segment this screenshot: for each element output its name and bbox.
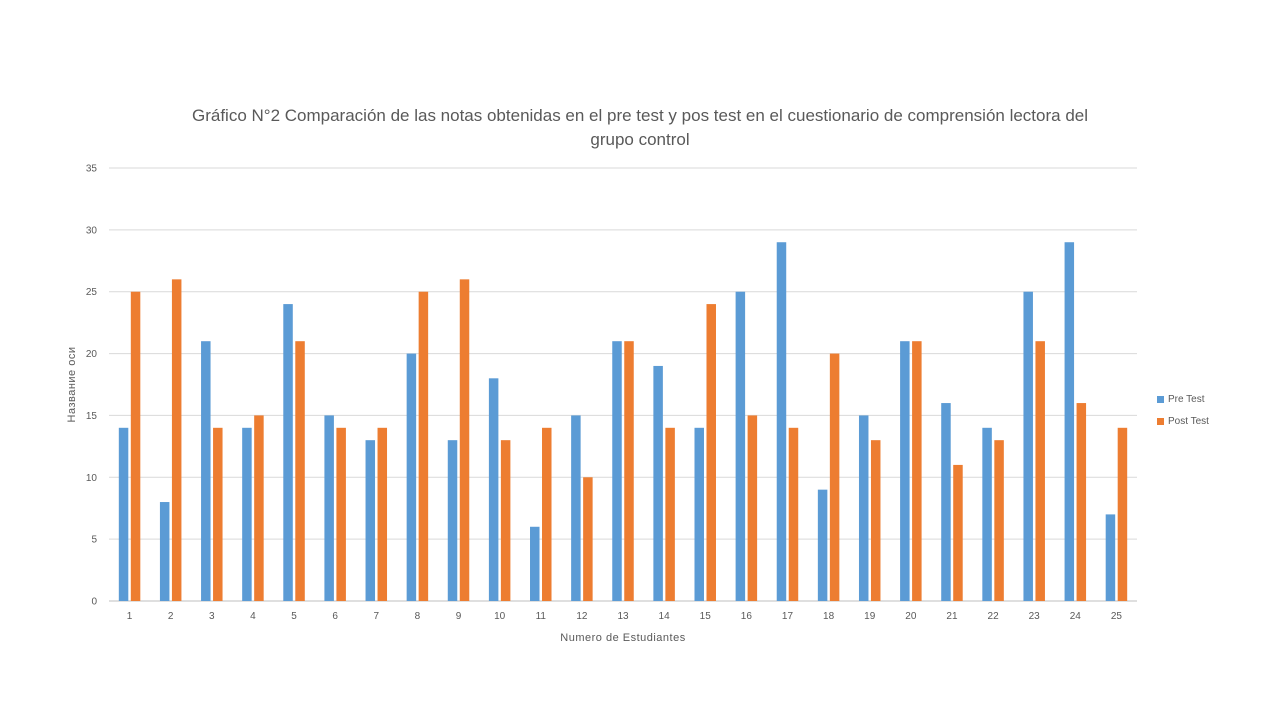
bar-pre-test [571,415,581,601]
x-tick-label: 18 [823,611,835,622]
legend-item-post-test[interactable]: Post Test [1157,410,1209,432]
bar-post-test [1076,403,1087,601]
bar-post-test [665,427,675,601]
bar-post-test [418,291,429,601]
bar-post-test [870,440,881,601]
y-tick-label: 35 [86,164,98,175]
bar-post-test [747,415,758,601]
bar-pre-test [1064,242,1075,601]
bar-pre-test [447,440,458,601]
y-tick-label: 0 [91,597,97,608]
y-tick-label: 30 [86,225,98,236]
bar-post-test [706,304,716,601]
legend: Pre Test Post Test [1157,388,1209,432]
bar-post-test [912,341,922,601]
bar-post-test [254,415,264,601]
legend-label-pre-test: Pre Test [1168,393,1205,405]
bar-post-test [829,353,840,601]
bar-pre-test [694,427,704,601]
bar-pre-test [365,440,376,601]
y-tick-label: 5 [91,535,97,546]
bar-pre-test [900,341,910,601]
bar-pre-test [1105,514,1116,601]
bar-pre-test [653,365,663,601]
bar-pre-test [735,291,746,601]
bar-post-test [788,427,799,601]
legend-swatch-pre-test [1157,395,1164,403]
bar-pre-test [406,353,417,601]
bar-pre-test [159,502,170,601]
bar-post-test [1117,427,1128,601]
legend-swatch-post-test [1157,417,1164,425]
x-tick-label: 11 [536,611,547,622]
x-tick-label: 21 [946,611,958,622]
x-tick-label: 20 [905,611,917,622]
bar-pre-test [324,415,334,601]
bar-pre-test [982,427,992,601]
x-tick-label: 16 [741,611,753,622]
x-tick-label: 1 [127,611,133,622]
bar-post-test [130,291,141,601]
bar-post-test [953,464,963,601]
x-tick-label: 3 [209,611,215,622]
y-tick-label: 25 [86,287,98,298]
bar-pre-test [118,427,129,601]
y-tick-label: 15 [86,411,98,422]
x-tick-label: 13 [617,611,629,622]
bar-pre-test [242,427,252,601]
x-axis-title: Numero de Estudiantes [560,632,685,644]
x-tick-label: 17 [782,611,794,622]
x-tick-label: 6 [332,611,338,622]
bar-post-test [295,341,305,601]
legend-label-post-test: Post Test [1168,415,1209,427]
x-tick-label: 8 [415,611,421,622]
bar-post-test [500,440,511,601]
bar-pre-test [858,415,869,601]
x-tick-label: 25 [1111,611,1123,622]
bar-pre-test [1023,291,1033,601]
x-tick-label: 10 [494,611,506,622]
chart-title-line-1: Gráfico N°2 Comparación de las notas obt… [191,106,1089,125]
legend-item-pre-test[interactable]: Pre Test [1157,388,1209,410]
x-tick-label: 19 [864,611,876,622]
y-tick-label: 20 [86,349,98,360]
x-tick-label: 9 [456,611,462,622]
x-tick-label: 23 [1029,611,1041,622]
bar-pre-test [612,341,622,601]
x-tick-label: 15 [700,611,712,622]
bar-post-test [583,477,593,601]
bar-pre-test [530,526,540,601]
bar-post-test [171,279,182,601]
x-tick-label: 2 [168,611,174,622]
x-tick-label: 22 [988,611,1000,622]
bar-post-test [1035,341,1045,601]
bar-pre-test [817,489,828,601]
x-tick-label: 24 [1070,611,1082,622]
bar-pre-test [776,242,787,601]
x-tick-label: 5 [291,611,297,622]
bar-post-test [213,427,223,601]
x-tick-label: 12 [576,611,588,622]
bar-pre-test [283,304,293,601]
y-axis-title: Название оси [66,347,78,423]
bar-pre-test [488,378,499,601]
chart-title-line-2: grupo control [590,130,690,149]
bar-post-test [377,427,388,601]
bar-post-test [336,427,346,601]
bar-post-test [624,341,634,601]
bar-pre-test [941,403,951,601]
x-tick-label: 7 [373,611,379,622]
chart-title: Gráfico N°2 Comparación de las notas obt… [180,104,1100,152]
x-tick-label: 14 [659,611,671,622]
x-tick-label: 4 [250,611,256,622]
bar-post-test [542,427,552,601]
bar-post-test [459,279,470,601]
y-tick-label: 10 [86,473,98,484]
bar-post-test [994,440,1004,601]
bar-pre-test [201,341,211,601]
